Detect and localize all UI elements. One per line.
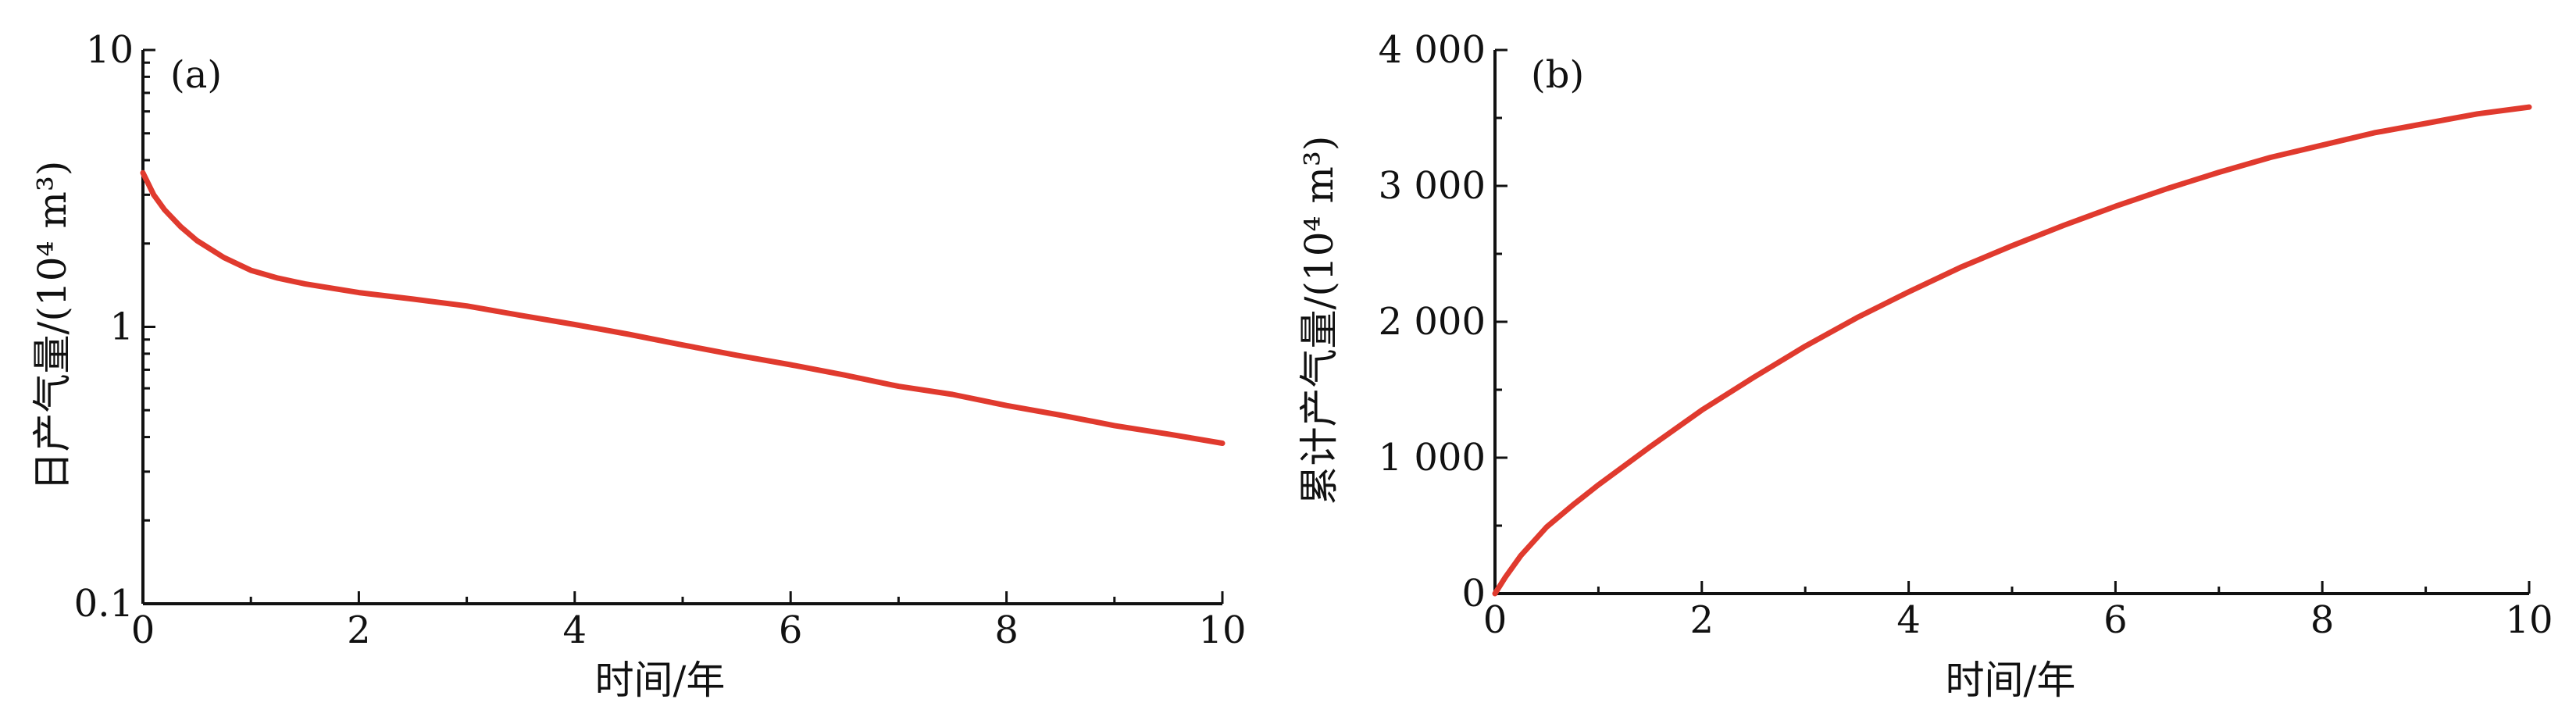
x-tick-label-b: 2 (1690, 598, 1714, 642)
x-tick-label-b: 8 (2310, 598, 2335, 642)
series-line-a (140, 169, 1226, 446)
y-tick-label-a: 0.1 (74, 582, 134, 626)
x-tick-label-a: 0 (131, 608, 155, 652)
series-line-b (1492, 104, 2532, 597)
y-tick-label-b: 4 000 (1379, 28, 1486, 72)
y-tick-label-b: 0 (1461, 572, 1486, 615)
x-tick-label-b: 10 (2505, 598, 2553, 642)
x-tick-label-b: 0 (1483, 598, 1507, 642)
x-tick-label-a: 10 (1198, 608, 1246, 652)
x-tick-label-b: 4 (1896, 598, 1921, 642)
x-tick-label-a: 4 (563, 608, 587, 652)
x-tick-label-a: 8 (994, 608, 1019, 652)
x-axis-title-a: 时间/年 (595, 658, 726, 703)
y-tick-label-a: 1 (109, 305, 134, 349)
x-axis-title-b: 时间/年 (1946, 658, 2076, 703)
panel-label-a: (a) (170, 53, 222, 97)
x-tick-label-b: 6 (2103, 598, 2128, 642)
x-tick-label-a: 2 (347, 608, 371, 652)
y-tick-label-b: 3 000 (1379, 164, 1486, 208)
x-tick-label-a: 6 (779, 608, 803, 652)
y-axis-title-a: 日产气量/(10⁴ m³) (30, 161, 75, 491)
y-tick-label-a: 10 (86, 28, 134, 72)
y-tick-label-b: 2 000 (1379, 300, 1486, 344)
panel-a: (a) 时间/年 日产气量/(10⁴ m³) 0 2 4 6 8 10 0.1 1 10 (30, 28, 1247, 703)
panel-label-b: (b) (1531, 53, 1584, 97)
panel-b: (b) 时间/年 累计产气量/(10⁴ m³) 0 2 4 6 8 10 0 1 000 2 0… (1297, 28, 2553, 703)
y-tick-label-b: 1 000 (1379, 436, 1486, 480)
y-axis-title-b: 累计产气量/(10⁴ m³) (1297, 136, 1342, 505)
